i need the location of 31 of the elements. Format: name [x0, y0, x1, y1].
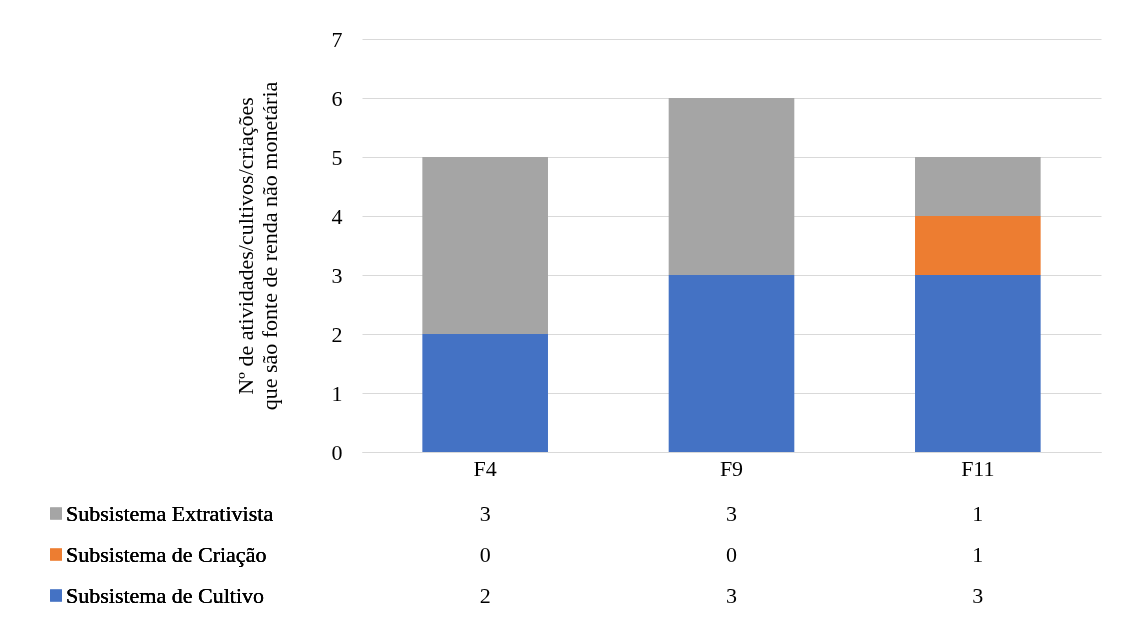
legend-label: Subsistema de Cultivo	[66, 582, 264, 608]
x-tick-label: F9	[719, 455, 744, 481]
data-label: 1	[972, 541, 984, 567]
bar	[915, 275, 1041, 452]
data-label: 3	[479, 500, 491, 526]
bar	[915, 157, 1041, 216]
bar	[668, 275, 795, 452]
legend-label: Subsistema Extrativista	[66, 500, 274, 526]
data-label: 3	[726, 500, 737, 526]
y-tick-label: 1	[331, 380, 343, 406]
data-label: 0	[479, 541, 491, 567]
y-tick-label: 5	[331, 144, 343, 170]
data-label: 0	[726, 541, 737, 567]
data-label: 2	[479, 582, 491, 608]
bar	[422, 157, 548, 334]
bar	[422, 334, 548, 452]
bar	[668, 98, 795, 275]
legend-label: Subsistema de Criação	[66, 541, 267, 567]
x-tick-label: F11	[961, 455, 995, 481]
y-axis-title: Nº de atividades/cultivos/criações que são fonte de renda não monetária	[232, 81, 282, 411]
x-tick-label: F4	[473, 455, 497, 481]
y-tick-label: 4	[331, 203, 343, 229]
data-label: 3	[726, 582, 737, 608]
data-label: 3	[972, 582, 984, 608]
bar	[915, 216, 1041, 275]
y-tick-label: 0	[331, 439, 343, 465]
y-tick-label: 3	[331, 262, 343, 288]
data-label: 1	[972, 500, 984, 526]
y-tick-label: 2	[331, 321, 343, 347]
y-tick-label: 6	[331, 85, 343, 111]
y-tick-label: 7	[331, 26, 343, 52]
